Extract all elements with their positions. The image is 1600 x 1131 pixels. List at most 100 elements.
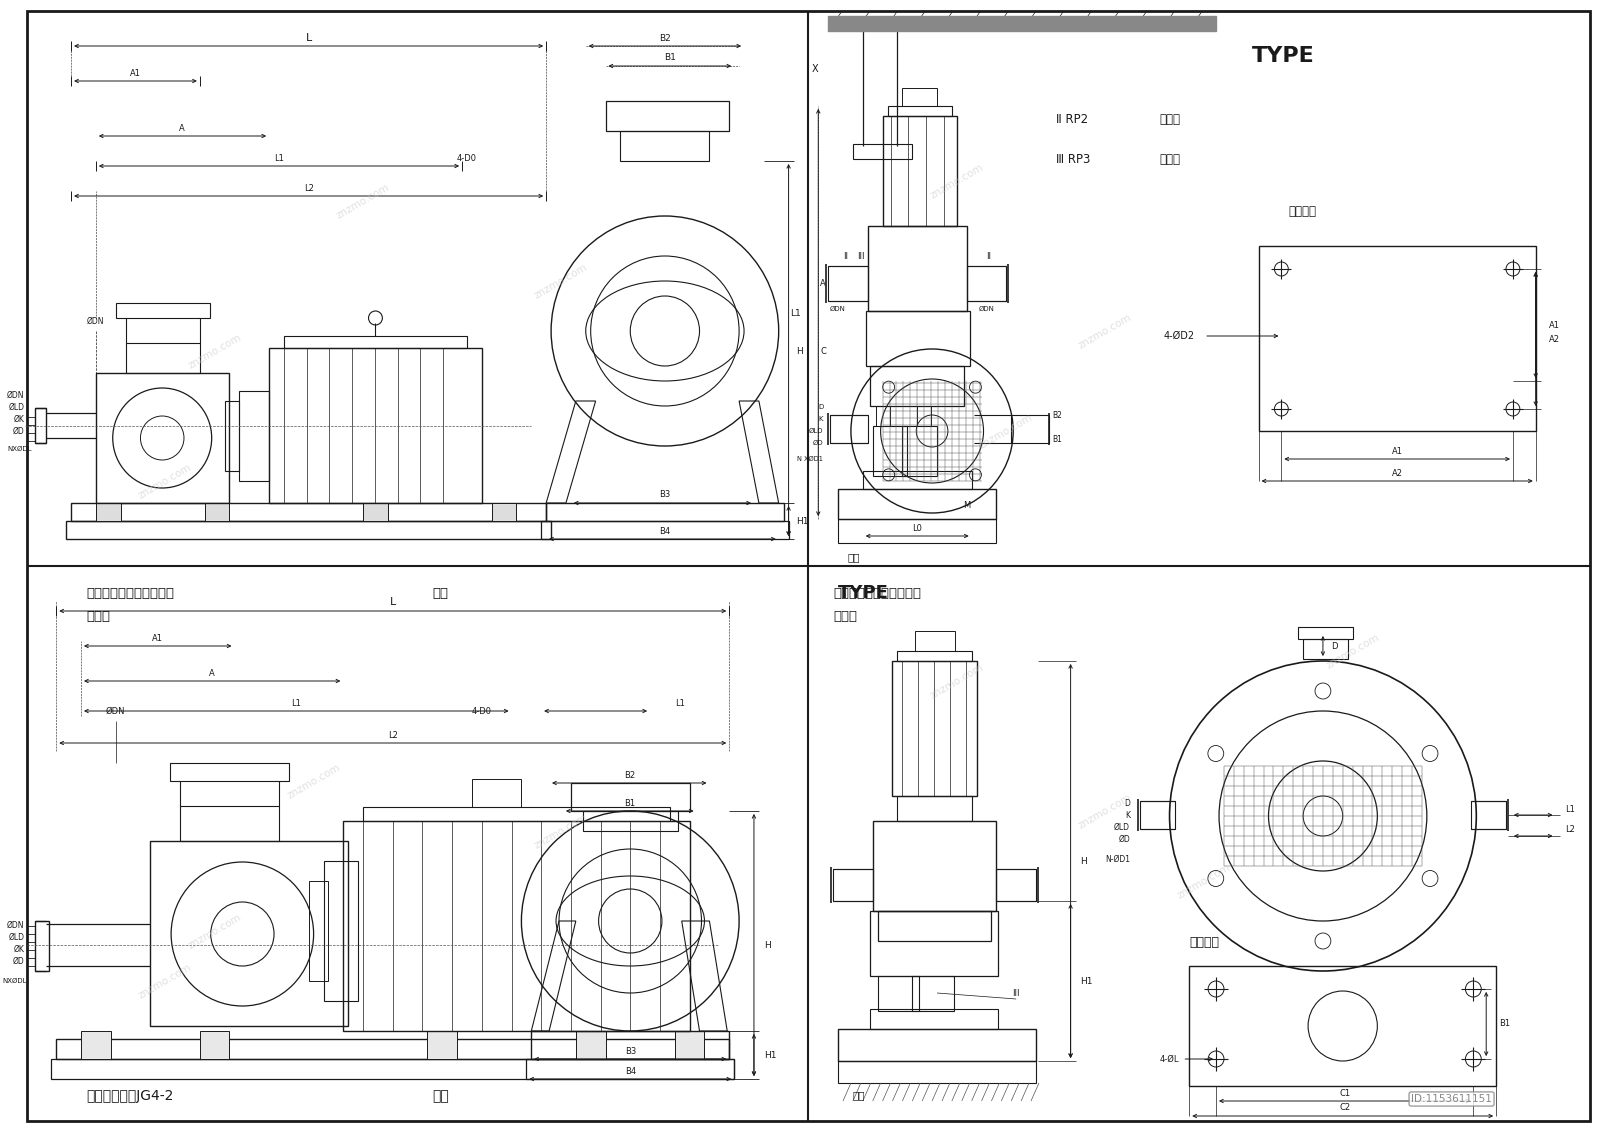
Text: ØDN: ØDN <box>86 317 104 326</box>
Bar <box>870 910 998 976</box>
Text: TYPE: TYPE <box>838 584 890 602</box>
Text: znzmo.com: znzmo.com <box>1077 312 1133 351</box>
Text: ØLD: ØLD <box>1114 822 1130 831</box>
Text: B2: B2 <box>1051 411 1062 420</box>
Text: N-ØD1: N-ØD1 <box>1106 855 1130 863</box>
Text: znzmo.com: znzmo.com <box>1325 632 1381 671</box>
Text: 底板尺寸: 底板尺寸 <box>1189 936 1219 950</box>
Bar <box>96 503 120 521</box>
Text: B1: B1 <box>664 53 675 62</box>
Text: znzmo.com: znzmo.com <box>533 261 589 300</box>
Text: III: III <box>858 251 864 260</box>
Text: znzmo.com: znzmo.com <box>138 461 194 500</box>
Bar <box>1259 247 1536 431</box>
Bar <box>866 311 970 366</box>
Bar <box>35 408 46 443</box>
Text: ØK: ØK <box>14 414 24 423</box>
Bar <box>838 1029 1035 1061</box>
Bar <box>82 1031 110 1059</box>
Bar <box>269 348 482 503</box>
Polygon shape <box>829 16 856 31</box>
Text: B2: B2 <box>659 34 670 43</box>
Text: 底板: 底板 <box>853 1090 866 1100</box>
Text: znzmo.com: znzmo.com <box>978 412 1035 450</box>
Bar <box>96 373 229 503</box>
Bar <box>576 1031 605 1059</box>
Text: III: III <box>1013 988 1019 998</box>
Text: znzmo.com: znzmo.com <box>285 762 342 801</box>
Text: 4-D0: 4-D0 <box>472 707 491 716</box>
Text: ØD: ØD <box>13 426 24 435</box>
Text: M: M <box>963 501 970 509</box>
Bar <box>170 763 290 782</box>
Bar <box>878 976 920 1011</box>
Text: C: C <box>821 346 826 355</box>
Text: 4-ØL: 4-ØL <box>1160 1054 1179 1063</box>
Text: ØDN: ØDN <box>830 307 846 312</box>
Text: A2: A2 <box>1392 468 1403 477</box>
Bar <box>898 796 971 821</box>
Text: ØDN: ØDN <box>106 707 125 716</box>
Text: D: D <box>1331 641 1338 650</box>
Bar <box>898 651 971 661</box>
Bar <box>902 88 938 106</box>
Text: znzmo.com: znzmo.com <box>533 812 589 851</box>
Text: ØD: ØD <box>813 440 824 446</box>
Bar <box>541 521 789 539</box>
Bar <box>115 303 210 318</box>
Bar <box>872 821 997 910</box>
Bar <box>51 1059 734 1079</box>
Bar <box>870 1009 998 1029</box>
Text: B3: B3 <box>659 490 670 499</box>
Text: C1: C1 <box>1339 1088 1350 1097</box>
Text: L1: L1 <box>790 309 800 318</box>
Text: A1: A1 <box>130 69 141 78</box>
Bar <box>966 266 1006 301</box>
Bar <box>912 976 954 1011</box>
Polygon shape <box>883 16 912 31</box>
Text: znzmo.com: znzmo.com <box>1077 792 1133 830</box>
Polygon shape <box>1022 16 1050 31</box>
Bar <box>1011 415 1050 443</box>
Text: 隔振器规格：JG4-2: 隔振器规格：JG4-2 <box>86 1089 173 1103</box>
Text: ØLD: ØLD <box>8 932 24 941</box>
Text: ØLD: ØLD <box>808 428 824 434</box>
Polygon shape <box>1133 16 1160 31</box>
Text: H1: H1 <box>797 517 810 526</box>
Text: B1: B1 <box>1051 434 1062 443</box>
Text: ØD: ØD <box>13 957 24 966</box>
Bar <box>363 503 387 521</box>
Polygon shape <box>912 16 939 31</box>
Bar <box>56 1039 730 1059</box>
Text: 底板尺寸: 底板尺寸 <box>1288 205 1317 217</box>
Text: H1: H1 <box>763 1051 776 1060</box>
Text: znzmo.com: znzmo.com <box>186 331 243 370</box>
Text: B1: B1 <box>1499 1019 1510 1028</box>
Text: H1: H1 <box>1080 976 1093 985</box>
Text: L1: L1 <box>1565 804 1576 813</box>
Bar <box>472 779 522 808</box>
Bar <box>605 101 730 131</box>
Bar <box>867 226 966 311</box>
Text: L2: L2 <box>387 731 398 740</box>
Text: znzmo.com: znzmo.com <box>928 662 986 700</box>
Bar <box>1139 801 1174 829</box>
Text: 4-ØD2: 4-ØD2 <box>1163 331 1194 342</box>
Text: ØK: ØK <box>14 944 24 953</box>
Text: H: H <box>797 346 803 355</box>
Text: X: X <box>811 64 818 74</box>
Text: 型号: 型号 <box>432 587 448 599</box>
Bar <box>838 1061 1035 1083</box>
Text: B4: B4 <box>659 527 670 535</box>
Bar <box>66 521 550 539</box>
Bar <box>875 406 917 426</box>
Bar <box>834 869 872 901</box>
Text: znzmo.com: znzmo.com <box>186 912 243 950</box>
Bar <box>240 391 269 481</box>
Polygon shape <box>995 16 1022 31</box>
Bar <box>309 881 328 981</box>
Text: L1: L1 <box>274 154 283 163</box>
Text: ØDN: ØDN <box>979 307 995 312</box>
Text: A1: A1 <box>152 633 163 642</box>
Bar <box>150 841 349 1026</box>
